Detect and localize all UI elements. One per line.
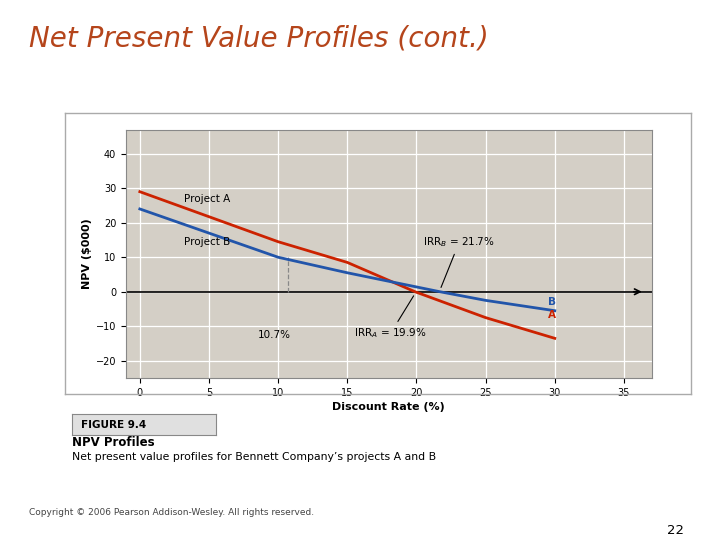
- Ellipse shape: [389, 3, 547, 68]
- Text: NPV Profiles: NPV Profiles: [72, 436, 155, 449]
- Text: B: B: [548, 297, 556, 307]
- Text: Project A: Project A: [184, 194, 230, 204]
- Text: Project B: Project B: [184, 237, 230, 247]
- Text: 22: 22: [667, 524, 684, 537]
- Text: A: A: [548, 309, 556, 320]
- Text: Net Present Value Profiles (cont.): Net Present Value Profiles (cont.): [29, 24, 489, 52]
- Y-axis label: NPV ($000): NPV ($000): [81, 218, 91, 289]
- Ellipse shape: [547, 12, 677, 71]
- Text: FIGURE 9.4: FIGURE 9.4: [81, 421, 146, 430]
- X-axis label: Discount Rate (%): Discount Rate (%): [333, 402, 445, 412]
- Text: Copyright © 2006 Pearson Addison-Wesley. All rights reserved.: Copyright © 2006 Pearson Addison-Wesley.…: [29, 508, 314, 517]
- Text: IRR$_A$ = 19.9%: IRR$_A$ = 19.9%: [354, 296, 427, 340]
- Ellipse shape: [468, 26, 612, 80]
- Ellipse shape: [331, 18, 461, 77]
- Text: IRR$_B$ = 21.7%: IRR$_B$ = 21.7%: [423, 235, 495, 287]
- Text: Net present value profiles for Bennett Company’s projects A and B: Net present value profiles for Bennett C…: [72, 452, 436, 462]
- Text: 10.7%: 10.7%: [258, 330, 290, 340]
- Ellipse shape: [450, 36, 558, 83]
